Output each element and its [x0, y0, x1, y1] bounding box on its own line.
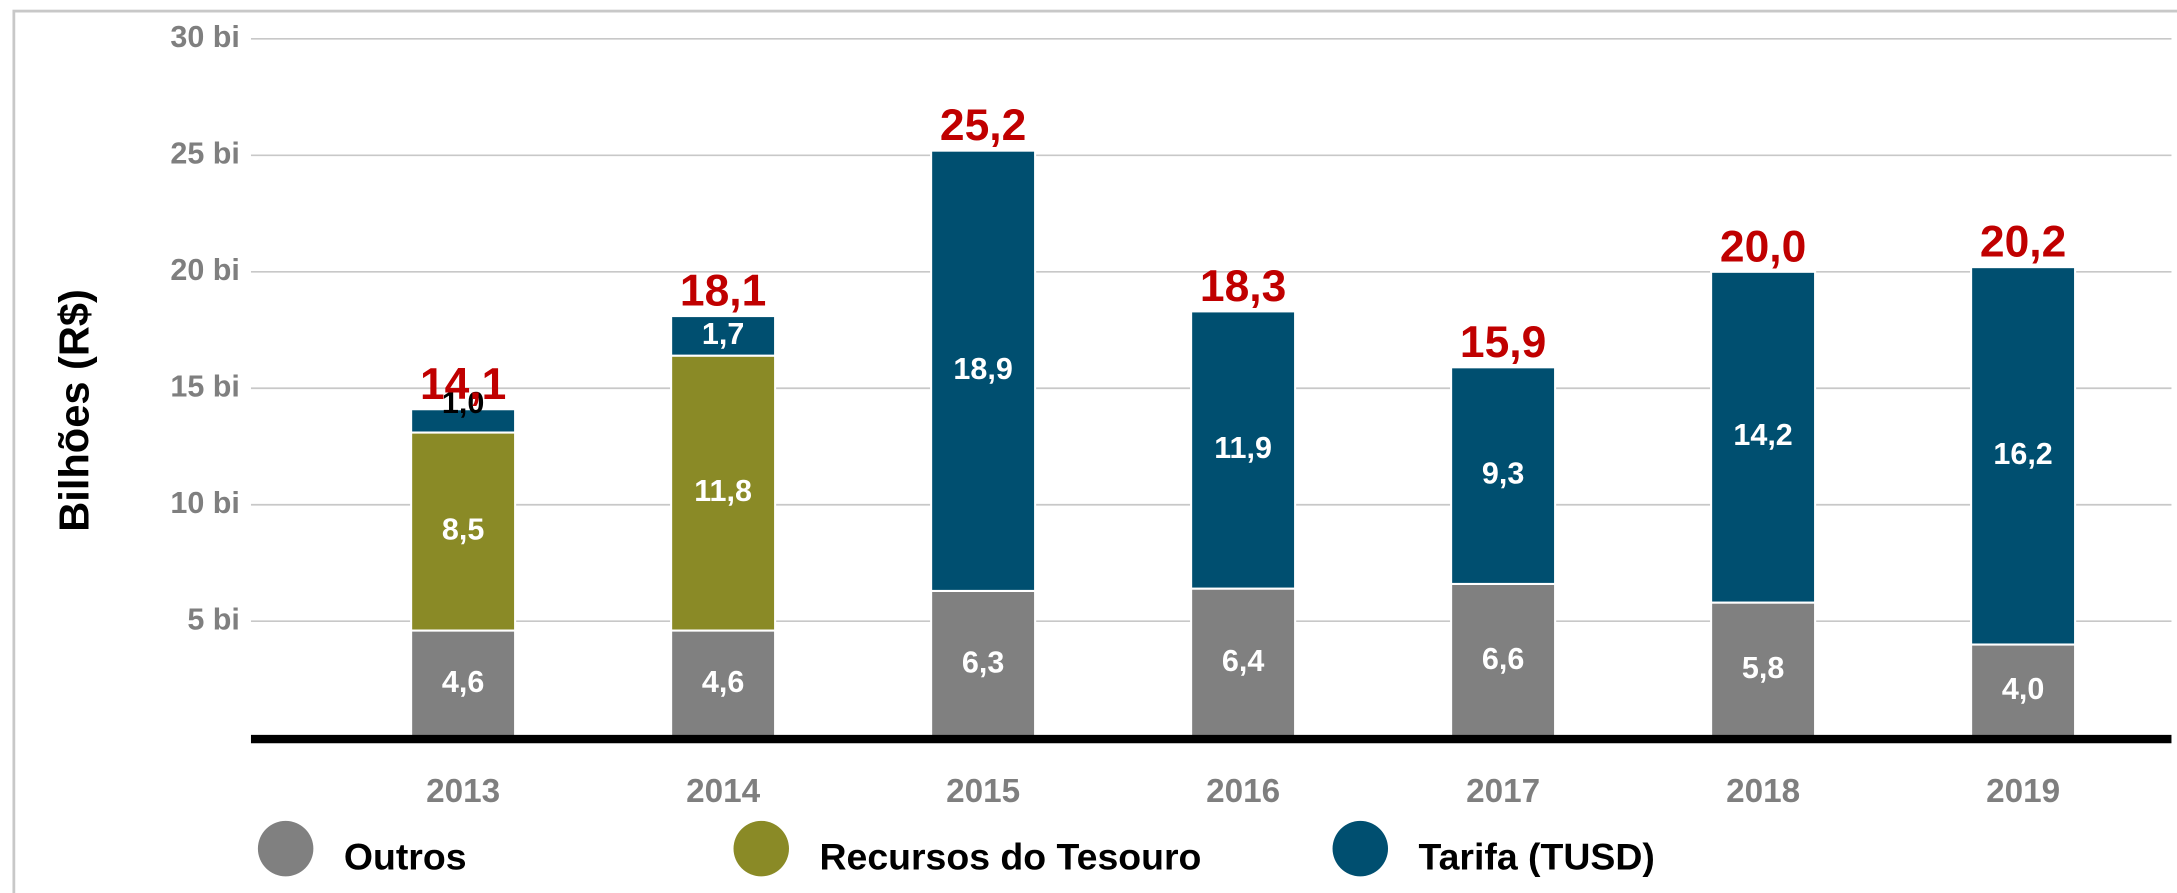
- y-axis-label: Bilhões (R$): [51, 289, 98, 532]
- segment-label: 4,6: [702, 665, 744, 699]
- total-label: 18,3: [1200, 262, 1286, 311]
- legend-label: Outros: [344, 836, 467, 878]
- segment-label: 9,3: [1482, 457, 1524, 491]
- segment-label: 4,0: [2002, 672, 2044, 706]
- segment-label: 11,9: [1214, 431, 1272, 465]
- frame: [12, 9, 2177, 893]
- x-tick-label: 2019: [1986, 773, 2060, 810]
- bar-segment: [1450, 366, 1557, 585]
- segment-label: 11,8: [694, 474, 752, 508]
- bar-segment: [1190, 587, 1297, 739]
- y-tick-label: 5 bi: [187, 602, 240, 636]
- legend-label: Tarifa (TUSD): [1419, 836, 1655, 878]
- legend-swatch: [733, 820, 789, 877]
- bar-segment: [1710, 270, 1817, 604]
- total-label: 25,2: [940, 101, 1026, 150]
- y-tick-label: 20 bi: [170, 253, 240, 287]
- segment-label: 8,5: [442, 513, 484, 547]
- total-label: 20,2: [1980, 218, 2066, 267]
- x-tick-label: 2017: [1466, 773, 1540, 810]
- legend-swatch: [257, 820, 314, 877]
- x-tick-label: 2015: [946, 773, 1020, 810]
- y-tick-label: 10 bi: [170, 486, 240, 520]
- bar-segment: [410, 431, 517, 632]
- x-tick-label: 2016: [1206, 773, 1280, 810]
- segment-label: 5,8: [1742, 651, 1784, 685]
- segment-label: 6,3: [962, 645, 1004, 679]
- segment-label: 1,0: [442, 386, 484, 420]
- segment-label: 6,4: [1222, 644, 1264, 678]
- bar-segment: [1710, 601, 1817, 739]
- y-tick-label: 15 bi: [170, 369, 240, 403]
- bar-segment: [1450, 582, 1557, 739]
- total-label: 15,9: [1460, 318, 1546, 367]
- total-label: 14,1: [420, 360, 506, 409]
- total-label: 20,0: [1720, 222, 1806, 271]
- bar-segment: [930, 149, 1037, 592]
- bar-segment: [410, 408, 517, 434]
- bar-segment: [670, 315, 777, 357]
- legend-swatch: [1332, 820, 1389, 877]
- y-tick-label: 25 bi: [170, 136, 240, 170]
- segment-label: 6,6: [1482, 642, 1524, 676]
- segment-label: 14,2: [1733, 418, 1792, 452]
- y-tick-label: 30 bi: [170, 20, 240, 54]
- segment-label: 16,2: [1993, 437, 2052, 471]
- legend-label: Recursos do Tesouro: [819, 836, 1201, 878]
- segment-label: 1,7: [702, 317, 744, 351]
- segment-label: 18,9: [953, 352, 1012, 386]
- x-tick-label: 2013: [426, 773, 500, 810]
- bar-segment: [1190, 310, 1297, 590]
- total-label: 18,1: [680, 267, 766, 316]
- x-tick-label: 2018: [1726, 773, 1800, 810]
- x-tick-label: 2014: [686, 773, 761, 810]
- segment-label: 4,6: [442, 665, 484, 699]
- bar-segment: [1970, 266, 2077, 646]
